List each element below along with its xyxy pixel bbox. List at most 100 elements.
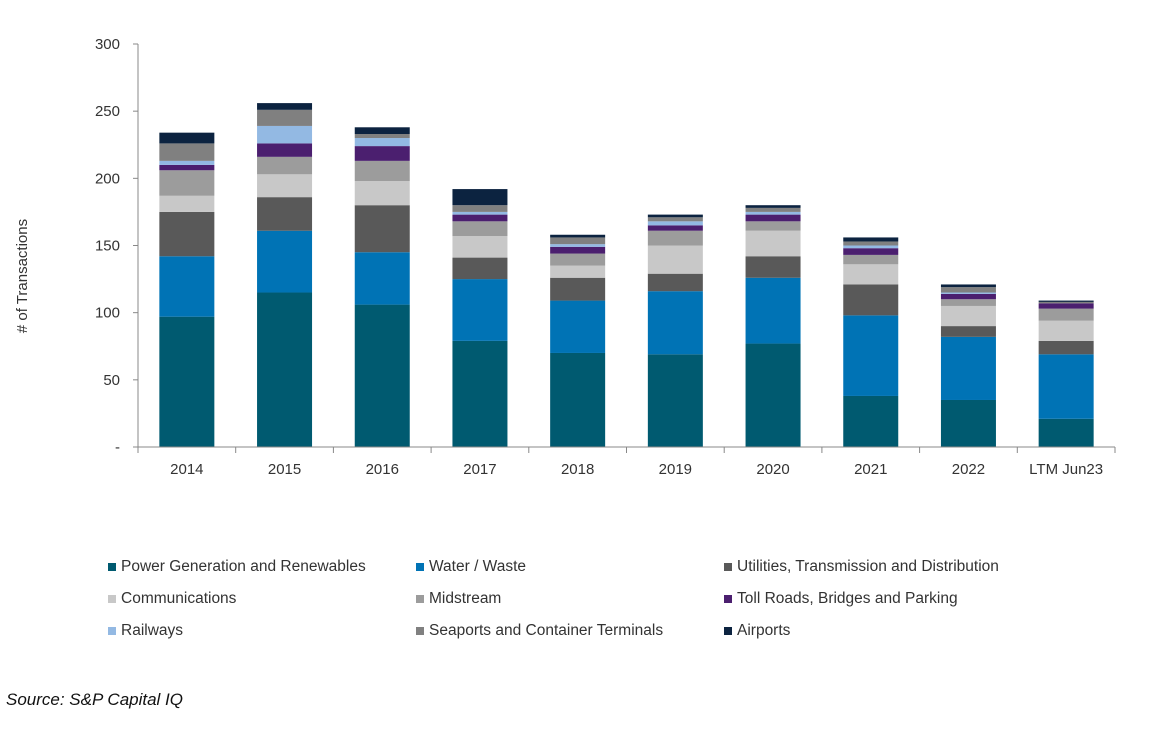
bar-segment (843, 264, 899, 285)
bar-segment (1038, 303, 1094, 309)
bar-segment (550, 265, 606, 278)
bar-segment (647, 230, 703, 246)
bar-segment (745, 230, 801, 257)
y-tick-label: 200 (95, 170, 120, 187)
bar-segment (257, 103, 313, 110)
bar-segment (550, 244, 606, 247)
bar-segment (354, 146, 410, 161)
legend-swatch (416, 563, 424, 571)
bar-segment (940, 336, 996, 400)
legend-item: Toll Roads, Bridges and Parking (724, 588, 1084, 610)
bar-segment (1038, 308, 1094, 321)
y-tick-label: 250 (95, 103, 120, 120)
bar-segment (843, 237, 899, 242)
bar-segment (452, 211, 508, 215)
x-tick-label: 2022 (952, 461, 985, 478)
legend-item: Airports (724, 620, 1084, 642)
x-tick-label: LTM Jun23 (1029, 461, 1103, 478)
bar-segment (1038, 340, 1094, 355)
bar-segment (159, 211, 215, 257)
legend-item: Railways (108, 620, 416, 642)
bar-segment (550, 277, 606, 301)
legend-label: Airports (737, 622, 791, 639)
legend-swatch (416, 595, 424, 603)
y-tick-label: - (115, 439, 120, 456)
bar-segment (159, 170, 215, 196)
legend-label: Railways (121, 622, 184, 639)
legend-swatch (724, 563, 732, 571)
bar-segment (940, 284, 996, 288)
y-tick-label: 150 (95, 238, 120, 255)
bar-segment (843, 248, 899, 255)
bar-segment (647, 245, 703, 274)
bar-segment (745, 343, 801, 447)
legend-item: Communications (108, 588, 416, 610)
bar-segment (452, 340, 508, 447)
legend-swatch (108, 595, 116, 603)
bar-segment (940, 287, 996, 293)
bar-segment (354, 304, 410, 447)
bar-segment (940, 399, 996, 447)
bar-segment (1038, 320, 1094, 341)
bar-segment (745, 277, 801, 344)
bar-segment (452, 189, 508, 206)
bar-segment (1038, 354, 1094, 419)
bar-segment (452, 257, 508, 280)
x-tick-label: 2016 (366, 461, 399, 478)
legend-label: Water / Waste (429, 558, 527, 575)
bar-segment (647, 214, 703, 218)
legend-label: Toll Roads, Bridges and Parking (737, 590, 958, 607)
legend-item: Power Generation and Renewables (108, 556, 416, 578)
bar-segment (452, 279, 508, 341)
bar-segment (550, 352, 606, 447)
bar-segment (550, 246, 606, 254)
legend-swatch (724, 595, 732, 603)
bar-segment (550, 300, 606, 353)
bar-segment (354, 134, 410, 139)
bars-layer (159, 103, 1094, 447)
bar-segment (745, 221, 801, 231)
bar-segment (940, 305, 996, 327)
bar-segment (843, 395, 899, 447)
bar-segment (843, 254, 899, 265)
x-tick-label: 2017 (463, 461, 496, 478)
bar-segment (647, 354, 703, 447)
axes-layer: - 50 100 150 200 250 300 2014 2015 2016 2017 2018 20… (95, 36, 1116, 478)
bar-segment (647, 273, 703, 292)
bar-segment (745, 256, 801, 278)
bar-segment (745, 207, 801, 212)
bar-segment (257, 174, 313, 198)
legend: Power Generation and Renewables Water / W… (108, 556, 1108, 642)
x-tick-label: 2019 (659, 461, 692, 478)
bar-segment (1038, 300, 1094, 302)
legend-label: Communications (121, 590, 237, 607)
x-tick-label: 2021 (854, 461, 887, 478)
bar-segment (354, 127, 410, 135)
y-tick-label: 300 (95, 36, 120, 53)
legend-swatch (108, 627, 116, 635)
bar-segment (257, 125, 313, 144)
bar-segment (940, 293, 996, 300)
legend-label: Midstream (429, 590, 502, 607)
legend-label: Seaports and Container Terminals (429, 622, 664, 639)
bar-segment (550, 237, 606, 245)
bar-segment (940, 299, 996, 306)
legend-item: Midstream (416, 588, 724, 610)
bar-segment (940, 292, 996, 294)
bar-segment (257, 109, 313, 126)
bar-segment (159, 132, 215, 144)
legend-swatch (416, 627, 424, 635)
bar-segment (647, 291, 703, 355)
legend-swatch (108, 563, 116, 571)
bar-segment (550, 253, 606, 266)
bar-segment (354, 205, 410, 253)
bar-segment (257, 197, 313, 231)
x-tick-label: 2015 (268, 461, 301, 478)
legend-label: Power Generation and Renewables (121, 558, 366, 575)
bar-segment (159, 195, 215, 212)
bar-segment (647, 221, 703, 226)
bar-segment (745, 214, 801, 222)
bar-segment (647, 225, 703, 231)
y-tick-label: 50 (103, 372, 120, 389)
legend-item: Utilities, Transmission and Distribution (724, 556, 1084, 578)
